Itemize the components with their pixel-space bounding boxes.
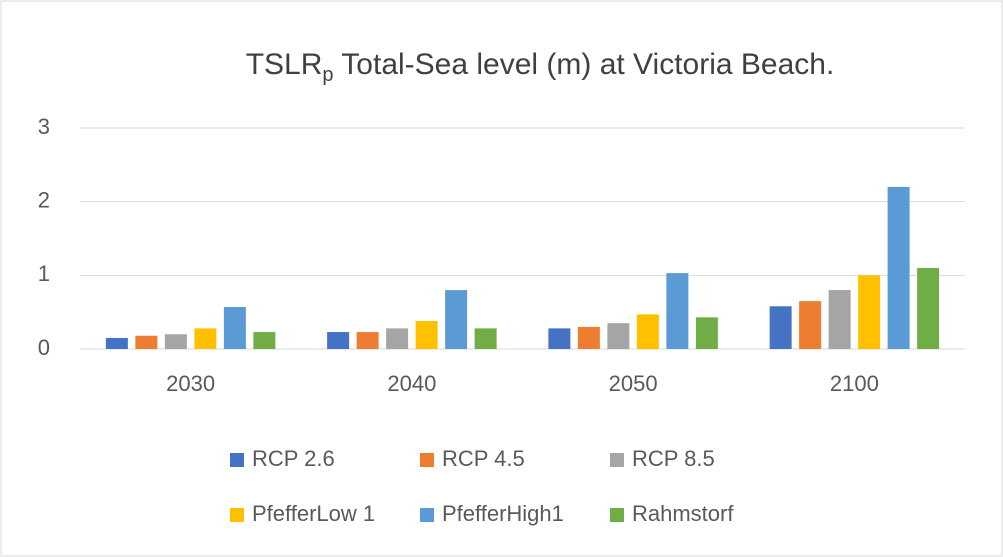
bar [577, 326, 600, 349]
bar [386, 328, 409, 349]
y-tick-label: 3 [38, 114, 50, 139]
bar [415, 321, 438, 349]
y-tick-label: 1 [38, 261, 50, 286]
y-tick-label: 0 [38, 335, 50, 360]
x-tick-label: 2030 [166, 371, 215, 396]
chart-title: TSLRp Total-Sea level (m) at Victoria Be… [246, 48, 835, 86]
bar [636, 314, 659, 349]
bar [858, 275, 881, 349]
legend-swatch [610, 508, 624, 522]
bar [666, 273, 689, 349]
bar [799, 301, 822, 349]
legend-label: RCP 8.5 [632, 446, 715, 471]
title-subscript: p [322, 64, 333, 86]
bar [105, 337, 128, 349]
y-tick-label: 2 [38, 187, 50, 212]
bar [223, 307, 246, 349]
title-main: TSLR [246, 48, 323, 81]
legend-swatch [230, 508, 244, 522]
bar [917, 267, 940, 349]
title-rest: Total-Sea level (m) at Victoria Beach. [334, 48, 835, 81]
bar [194, 328, 217, 349]
bar [769, 306, 792, 349]
x-tick-label: 2050 [609, 371, 658, 396]
legend-label: PfefferLow 1 [252, 501, 375, 526]
legend-swatch [420, 508, 434, 522]
bar [548, 328, 571, 349]
legend-label: RCP 4.5 [442, 446, 525, 471]
bar [828, 290, 851, 349]
legend-swatch [420, 453, 434, 467]
legend-label: Rahmstorf [632, 501, 734, 526]
x-tick-label: 2100 [830, 371, 879, 396]
bar [887, 186, 910, 349]
bar [445, 290, 468, 349]
bar [253, 332, 276, 349]
legend-label: RCP 2.6 [252, 446, 335, 471]
x-tick-label: 2040 [387, 371, 436, 396]
bar [164, 334, 187, 349]
legend-label: PfefferHigh1 [442, 501, 564, 526]
bar [327, 332, 350, 349]
legend-swatch [610, 453, 624, 467]
legend-swatch [230, 453, 244, 467]
bar [474, 328, 497, 349]
bar [695, 317, 718, 349]
bar [135, 335, 158, 349]
bar [607, 323, 630, 349]
bar [356, 332, 379, 349]
